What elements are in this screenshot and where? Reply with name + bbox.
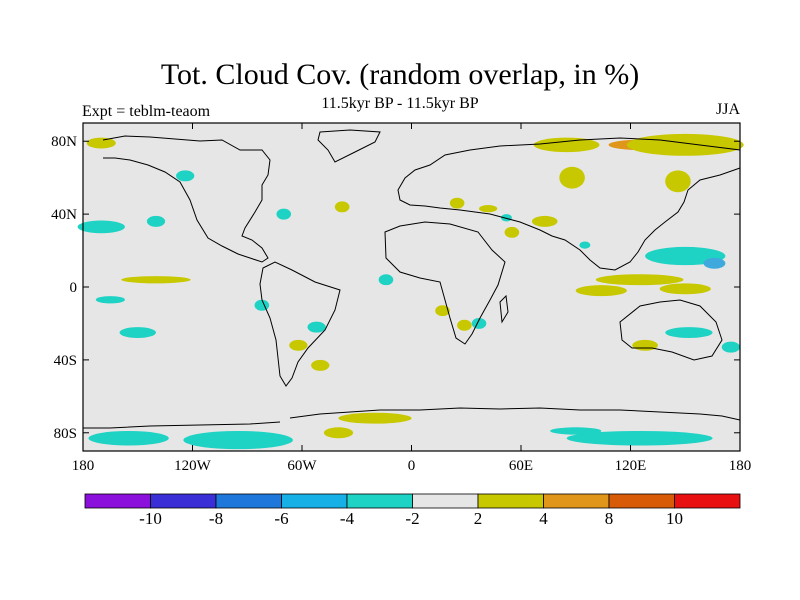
colorbar-swatch [281, 493, 348, 509]
anomaly-patch [88, 430, 169, 446]
anomaly-patch [176, 170, 195, 182]
coastline-africa [384, 221, 506, 345]
anomaly-patch [721, 341, 740, 353]
colorbar-swatch [150, 493, 217, 509]
anomaly-patch [579, 241, 591, 249]
anomaly-patch [632, 339, 658, 351]
lat-tick-label: 40N [51, 207, 77, 223]
experiment-label: Expt = teblm-teaom [82, 103, 211, 120]
anomaly-patch [435, 305, 450, 317]
anomaly-patch [95, 296, 125, 304]
colorbar-label: 2 [474, 509, 483, 528]
lon-tick-label: 60E [509, 458, 533, 474]
anomaly-patch [457, 319, 472, 331]
anomaly-patch [323, 427, 354, 439]
anomaly-patch [626, 133, 744, 156]
lon-tick-label: 60W [287, 458, 317, 474]
anomaly-patch [121, 276, 191, 284]
coastline-greenland [317, 129, 381, 163]
anomaly-patch [183, 430, 293, 450]
coastline-antarctica [83, 407, 741, 429]
anomaly-patch [276, 208, 292, 220]
anomaly-patch [665, 170, 691, 193]
anomaly-patch [659, 283, 711, 295]
lat-tick-label: 80S [54, 426, 77, 442]
anomaly-patch [575, 285, 627, 297]
colorbar-swatch [346, 493, 413, 509]
colorbar-label: 8 [605, 509, 614, 528]
anomaly-patch [504, 226, 520, 238]
anomaly-patch [289, 339, 308, 351]
anomaly-patch [449, 197, 465, 209]
anomaly-patch [334, 201, 350, 213]
anomaly-patch [307, 321, 326, 333]
lon-tick-label: 120W [174, 458, 212, 474]
lat-tick-label: 40S [54, 353, 77, 369]
coastline-eurasia [397, 137, 741, 271]
lon-tick-label: 180 [72, 458, 95, 474]
colorbar-label: 4 [539, 509, 548, 528]
colorbar-swatch [215, 493, 282, 509]
anomaly-patch [566, 430, 713, 446]
anomaly-patch [665, 327, 713, 339]
lon-tick-label: 180 [729, 458, 752, 474]
lat-tick-label: 80N [51, 134, 77, 150]
coastline-south-america [259, 261, 341, 387]
coastline-madagascar [499, 294, 509, 324]
lon-tick-label: 0 [408, 458, 416, 474]
colorbar-label: -8 [209, 509, 223, 528]
lat-tick-label: 0 [70, 280, 78, 296]
anomaly-patch [703, 257, 726, 269]
colorbar-label: -6 [274, 509, 288, 528]
anomaly-patch [595, 274, 684, 286]
anomaly-patch [146, 215, 166, 227]
anomaly-patch [86, 137, 116, 149]
coastline-north-america [102, 135, 271, 263]
colorbar: -10 -8 -6 -4 -2 2 4 8 10 [84, 493, 741, 528]
season-label: JJA [715, 101, 740, 118]
colorbar-label: -4 [340, 509, 355, 528]
colorbar-swatch [608, 493, 675, 509]
anomaly-patch [559, 166, 585, 189]
lon-tick-label: 120E [615, 458, 647, 474]
anomaly-patch [533, 137, 600, 153]
map-title: Tot. Cloud Cov. (random overlap, in %) [160, 58, 640, 91]
colorbar-label: 10 [666, 509, 683, 528]
anomaly-patch [378, 274, 394, 286]
coastlines [83, 129, 741, 429]
anomaly-patch [254, 299, 270, 311]
anomaly-patch [531, 215, 558, 227]
anomaly-patch [311, 359, 330, 371]
colorbar-label: -10 [139, 509, 162, 528]
colorbar-label: -2 [405, 509, 419, 528]
colorbar-swatch [412, 493, 479, 509]
colorbar-swatch [477, 493, 544, 509]
map-subtitle: 11.5kyr BP - 11.5kyr BP [321, 95, 479, 112]
map-axes: 80N 40N 0 40S 80S 180 120W 60W 0 60E 120E 180 [51, 123, 751, 474]
anomaly-patch [479, 205, 498, 213]
colorbar-swatch [674, 493, 741, 509]
anomaly-patch [119, 327, 156, 339]
coastline-australia [619, 299, 723, 361]
colorbar-swatch [84, 493, 151, 509]
anomaly-patch [338, 412, 412, 424]
colorbar-swatch [543, 493, 610, 509]
anomaly-patch [550, 427, 602, 435]
anomaly-patch [77, 220, 125, 234]
